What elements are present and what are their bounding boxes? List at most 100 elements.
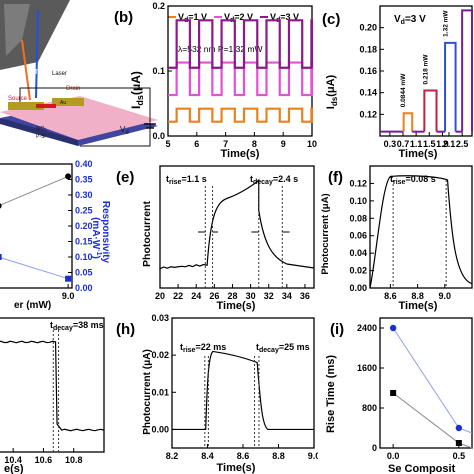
series-line (0, 175, 69, 206)
x-tick-label: 10.8 (65, 455, 83, 465)
panel-f-trise: trise=0.08 s (390, 174, 436, 186)
power-label: 0.218 mW (422, 54, 429, 85)
x-tick-label: 2.1 (443, 139, 456, 149)
y-tick-label: 0.00 (75, 283, 93, 293)
x-tick-label: 20 (155, 291, 165, 301)
panel-e: (e) Photocurrent Time(s) trise=1.1 s tde… (110, 160, 318, 312)
x-tick-label: 1.9 (436, 139, 449, 149)
panel-c: (c) Vd=3 V Ids(μA) Time(s) 0.3 0.7 1.1 1.5 1… (318, 0, 474, 160)
panel-b-note: λ=532 nm P=1.32 mW (178, 44, 263, 54)
data-point (0, 203, 2, 209)
x-tick-label: 30 (246, 291, 256, 301)
y-tick-label: 2400 (357, 323, 377, 333)
panel-d-ylabel-unit: (mA·W-1) (90, 217, 102, 259)
x-tick-label: 22 (173, 291, 183, 301)
panel-h: (h) Photocurrent (μA) Time(s) trise=22 m… (110, 312, 318, 474)
y-tick-label: 0.25 (75, 206, 93, 216)
x-tick-label: 8.8 (411, 291, 424, 301)
y-tick-label: 0.20 (359, 23, 377, 33)
x-tick-label: 36 (300, 291, 310, 301)
x-tick-label: 34 (282, 291, 292, 301)
panel-i-ylabel: Rise Time (ms) (325, 355, 337, 433)
series-line (168, 19, 314, 69)
data-point (389, 324, 397, 332)
x-tick-label: 0.3 (384, 139, 397, 149)
panel-c-vd: Vd=3 V (394, 14, 426, 26)
y-tick-label: 0.15 (75, 237, 93, 247)
panel-a-schematic: μm Source Drain Laser Au SiO2 P-Si Vd (0, 0, 158, 158)
sio2-label: SiO2 (36, 126, 47, 132)
laser-label: Laser (52, 71, 67, 77)
y-tick-label: 1600 (357, 363, 377, 373)
vd-label: Vd (120, 125, 129, 136)
panel-i-letter: (i) (330, 321, 344, 338)
x-tick-label: 5 (165, 139, 170, 149)
power-label: 0.0844 mW (400, 73, 407, 107)
data-point (455, 440, 462, 446)
y-tick-label: 0.18 (359, 44, 377, 54)
y-tick-label: 0.05 (75, 268, 93, 278)
pulse-line (461, 9, 473, 132)
panel-b-letter: (b) (114, 9, 133, 26)
drain-electrode (52, 98, 84, 106)
power-label: 1.32 mW (442, 10, 449, 37)
x-tick-label: 8.6 (384, 291, 397, 301)
panel-c-letter: (c) (322, 11, 340, 28)
data-point (455, 424, 463, 432)
plot-frame (0, 163, 73, 289)
um-label: μm (30, 66, 43, 76)
au-label: Au (60, 100, 66, 106)
chart-d-svg: Responsivity (mA·W-1) er (mW) 9.00.00 0.0… (0, 160, 110, 311)
panel-c-xlabel: Time(s) (399, 148, 438, 160)
nanowire (36, 104, 56, 108)
series-line (168, 107, 314, 123)
y-tick-label: 0.2 (152, 1, 165, 11)
panel-h-trise: trise=22 ms (180, 342, 226, 354)
x-tick-label: 8.2 (166, 451, 179, 461)
chart-c-svg: (c) Vd=3 V Ids(μA) Time(s) 0.3 0.7 1.1 1.5 1… (322, 5, 473, 160)
panel-d-ylabel: Responsivity (100, 201, 110, 264)
panel-b-xlabel: Time(s) (221, 148, 260, 160)
x-tick-label: 1.5 (423, 139, 436, 149)
panel-i-xlabel: Se Composit (388, 463, 456, 474)
device-schematic-svg: μm Source Drain Laser Au SiO2 P-Si Vd (0, 0, 158, 147)
chart-b-svg: (b) Ids(μA) Time(s) λ=532 nm P=1.32 mW V… (114, 1, 317, 160)
probe-tip (4, 4, 30, 56)
x-tick-label: 1.1 (410, 139, 423, 149)
legend-label: Vd=1 V (178, 12, 207, 24)
y-tick-label: 0.02 (349, 266, 367, 276)
x-tick-label: 9.0 (62, 291, 75, 301)
x-tick-label: 9 (281, 139, 286, 149)
legend-label: Vd=3 V (270, 12, 299, 24)
panel-e-ylabel: Photocurrent (141, 201, 153, 267)
photocurrent-trace (369, 175, 473, 289)
x-tick-label: 32 (264, 291, 274, 301)
y-tick-label: 0.00 (349, 283, 367, 293)
y-tick-label: 0.03 (151, 313, 169, 323)
panel-d: Responsivity (mA·W-1) er (mW) 9.0 0.00 0.0… (0, 160, 110, 312)
legend-label: Vd=2 V (224, 12, 253, 24)
y-tick-label: 0.30 (75, 190, 93, 200)
panel-h-tdecay: tdecay=25 ms (256, 342, 310, 354)
plot-frame (171, 317, 315, 449)
x-tick-label: 28 (227, 291, 237, 301)
y-tick-label: 0.00 (151, 424, 169, 434)
data-point (65, 173, 72, 180)
data-point (65, 275, 72, 282)
y-tick-label: 0 (372, 443, 377, 453)
chart-g-svg: tdecay=38 ms e(s) 10.4 10.6 10.8 (0, 317, 105, 474)
panel-e-trise: trise=1.1 s (166, 174, 207, 186)
x-tick-label: 0.7 (397, 139, 410, 149)
y-tick-label: 0.40 (75, 160, 93, 169)
x-tick-label: 0.5 (453, 451, 466, 461)
x-tick-label: 26 (209, 291, 219, 301)
y-tick-label: 0.10 (75, 252, 93, 262)
photocurrent-trace (0, 340, 105, 432)
y-tick-label: 0.06 (349, 231, 367, 241)
y-tick-label: 800 (362, 403, 377, 413)
panel-f: (f) Photocurrent (μA) Time(s) trise=0.08… (318, 160, 474, 312)
pulse-line (402, 112, 414, 132)
panel-f-ylabel: Photocurrent (μA) (320, 193, 331, 274)
x-tick-label: 10.6 (35, 455, 53, 465)
x-tick-label: 10 (307, 139, 317, 149)
